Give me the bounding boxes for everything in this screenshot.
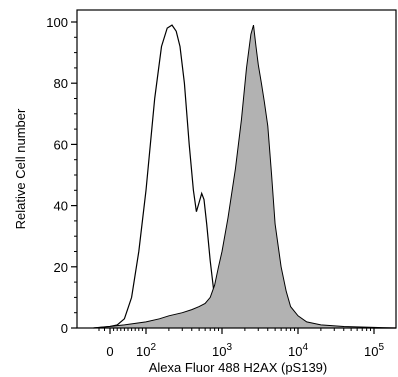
x-tick-label: 104 <box>288 342 308 359</box>
y-axis-ticks: 0 20 40 60 80 100 <box>46 15 77 336</box>
x-tick-label: 0 <box>106 344 113 359</box>
y-tick-label: 0 <box>61 321 68 336</box>
y-tick-label: 40 <box>54 199 68 214</box>
y-tick-label: 100 <box>46 15 68 30</box>
plot-frame <box>76 9 397 329</box>
y-tick-label: 80 <box>54 76 68 91</box>
x-tick-label: 102 <box>136 342 156 359</box>
y-tick-label: 60 <box>54 137 68 152</box>
filled-histogram-series <box>93 24 397 329</box>
x-axis-title: Alexa Fluor 488 H2AX (pS139) <box>149 360 327 375</box>
x-tick-label: 103 <box>212 342 232 359</box>
y-axis-title: Relative Cell number <box>13 108 28 229</box>
plot-series <box>93 24 397 329</box>
x-tick-label: 105 <box>364 342 384 359</box>
x-axis-ticks: 0 102 103 104 105 <box>98 328 384 359</box>
y-tick-label: 20 <box>54 260 68 275</box>
